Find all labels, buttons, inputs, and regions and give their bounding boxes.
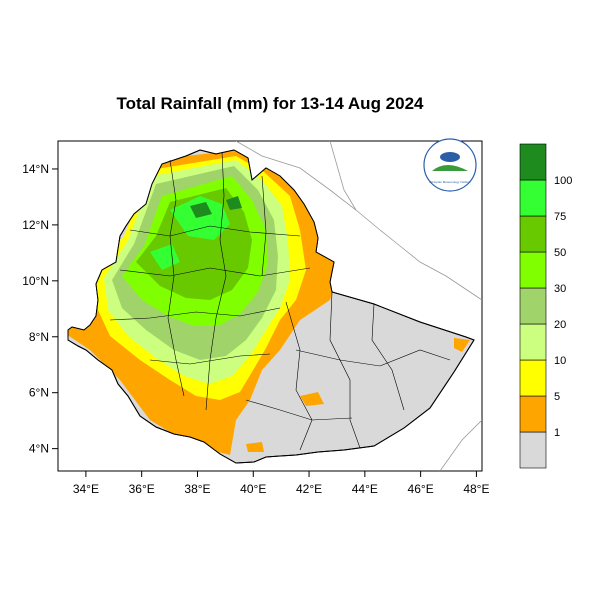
- lon-tick-label: 38°E: [184, 482, 210, 496]
- colorbar-swatch: [519, 359, 547, 397]
- rain-1-5mm: [454, 338, 470, 352]
- lat-tick-label: 6°N: [29, 386, 49, 400]
- lon-tick-label: 36°E: [129, 482, 155, 496]
- lat-tick-label: 10°N: [22, 274, 49, 288]
- coastline: [235, 141, 482, 301]
- lon-tick-label: 48°E: [463, 482, 489, 496]
- colorbar-label: 10: [554, 355, 566, 367]
- colorbar: 1 5 10 20 30 50 75 100: [519, 143, 572, 469]
- colorbar-swatch: [519, 143, 547, 181]
- map-axes: 34°E 36°E 38°E 40°E 42°E 44°E 46°E 48°E 14°N 12°N…: [22, 162, 489, 496]
- neighbor-border: [439, 419, 482, 471]
- country-outline: [67, 149, 475, 464]
- lat-tick-label: 4°N: [29, 442, 49, 456]
- rain-75-100mm: [170, 196, 230, 240]
- colorbar-swatch: [519, 431, 547, 469]
- colorbar-swatch: [519, 215, 547, 253]
- institute-logo: Ethiopian Meteorology Institute: [423, 138, 477, 192]
- colorbar-label: 5: [554, 391, 560, 403]
- colorbar-swatch: [519, 287, 547, 325]
- map-title: Total Rainfall (mm) for 13-14 Aug 2024: [116, 94, 424, 113]
- colorbar-swatch: [519, 323, 547, 361]
- lon-tick-label: 42°E: [296, 482, 322, 496]
- colorbar-label: 75: [554, 211, 566, 223]
- lon-tick-label: 34°E: [73, 482, 99, 496]
- lat-tick-label: 12°N: [22, 218, 49, 232]
- colorbar-label: 20: [554, 319, 566, 331]
- rain-1-5mm: [300, 392, 324, 406]
- rain-1-5mm: [246, 442, 264, 452]
- rainfall-fields: [68, 150, 470, 455]
- colorbar-label: 30: [554, 283, 566, 295]
- rain-over-100mm: [190, 202, 212, 218]
- colorbar-swatch: [519, 179, 547, 217]
- colorbar-label: 100: [554, 175, 572, 187]
- admin-borders: [109, 151, 451, 451]
- colorbar-swatch: [519, 251, 547, 289]
- colorbar-swatch: [519, 395, 547, 433]
- lat-tick-label: 8°N: [29, 330, 49, 344]
- lon-tick-label: 44°E: [352, 482, 378, 496]
- lat-tick-label: 14°N: [22, 162, 49, 176]
- lon-tick-label: 46°E: [408, 482, 434, 496]
- rain-over-100mm: [226, 196, 242, 210]
- colorbar-label: 50: [554, 247, 566, 259]
- colorbar-label: 1: [554, 427, 560, 439]
- logo-text: Ethiopian Meteorology Institute: [429, 180, 471, 184]
- neighbor-border: [329, 141, 357, 211]
- lon-tick-label: 40°E: [240, 482, 266, 496]
